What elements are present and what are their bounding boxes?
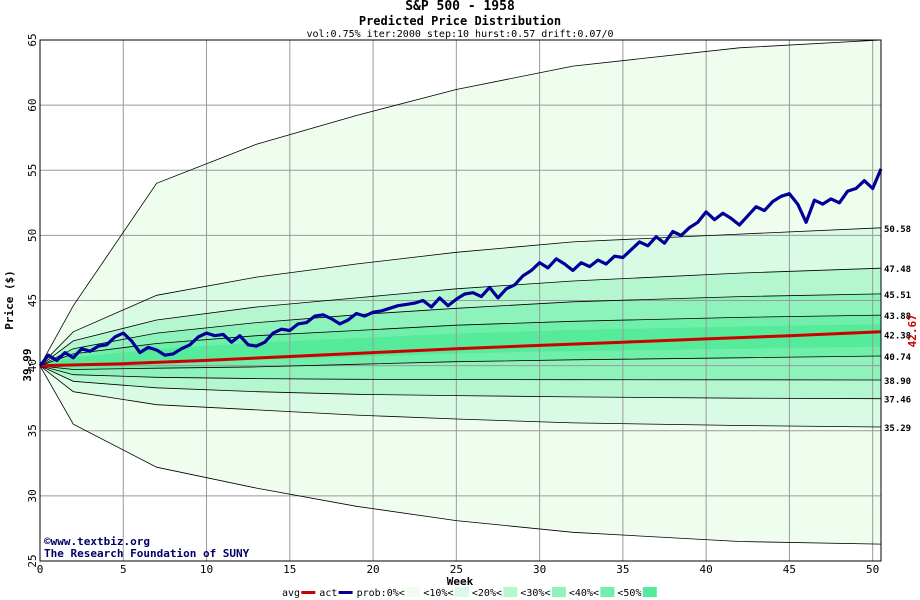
legend-swatch-box	[642, 587, 657, 597]
legend: avg act prob:0%< <10%< <20%< <30%< <40%< <50%	[282, 587, 657, 599]
y-tick-label: 45	[26, 294, 39, 307]
x-tick-label: 25	[450, 563, 463, 576]
x-tick-label: 0	[37, 563, 44, 576]
right-value-label: 42.38	[884, 332, 911, 342]
credit-line-1: ©www.textbiz.org	[44, 535, 150, 548]
legend-swatch-box	[454, 587, 469, 597]
band-boundary-line	[39, 39, 882, 366]
legend-swatch-avg	[301, 591, 316, 594]
band-boundary-line	[39, 227, 882, 367]
plot-border	[39, 39, 882, 562]
series-avg-line	[39, 330, 882, 368]
legend-label-7: <50%	[617, 588, 641, 599]
legend-label-5: <30%<	[520, 588, 550, 599]
start-price-label: 39.99	[21, 348, 34, 381]
x-tick-label: 45	[783, 563, 796, 576]
right-value-label: 35.29	[884, 424, 911, 434]
band-50pct	[40, 324, 881, 366]
y-tick-label: 60	[26, 98, 39, 111]
legend-label-2: prob:0%<	[357, 588, 405, 599]
credit-line-2: The Research Foundation of SUNY	[44, 547, 250, 560]
band-boundary-line	[39, 365, 882, 428]
right-value-label: 43.88	[884, 312, 911, 322]
y-tick-label: 55	[26, 164, 39, 177]
y-tick-label: 65	[26, 33, 39, 46]
x-tick-label: 40	[700, 563, 713, 576]
y-tick-label: 40	[26, 359, 39, 372]
right-value-label: 50.58	[884, 225, 911, 235]
legend-label-0: avg	[282, 588, 300, 599]
legend-swatch-box	[503, 587, 518, 597]
band-boundary-line	[39, 365, 882, 400]
x-tick-label: 20	[366, 563, 379, 576]
series-act-line	[38, 168, 883, 367]
right-value-label: 37.46	[884, 396, 911, 406]
right-value-label: 38.90	[884, 377, 911, 387]
legend-swatch-box	[600, 587, 615, 597]
y-tick-label: 25	[26, 554, 39, 567]
x-axis-label: Week	[447, 575, 474, 588]
legend-label-4: <20%<	[472, 588, 502, 599]
plot-area: 0 5 10 15 20 25 30 35 40 45 50 25 30 35 40 45 50 55 60 65 50…	[26, 33, 919, 576]
x-tick-label: 50	[866, 563, 879, 576]
band-boundary-line	[39, 355, 882, 370]
legend-label-3: <10%<	[423, 588, 453, 599]
legend-label-6: <40%<	[569, 588, 599, 599]
y-tick-label: 50	[26, 229, 39, 242]
x-tick-label: 30	[533, 563, 546, 576]
x-tick-label: 10	[200, 563, 213, 576]
band-boundary-line	[39, 365, 882, 381]
legend-swatch-act	[338, 591, 353, 594]
right-value-label: 47.48	[884, 265, 911, 275]
legend-swatch-box	[551, 587, 566, 597]
right-value-label: 40.74	[884, 353, 912, 363]
y-tick-label: 35	[26, 424, 39, 437]
chart-params: vol:0.75% iter:2000 step:10 hurst:0.57 d…	[306, 29, 613, 40]
x-tick-label: 15	[283, 563, 296, 576]
band-boundary-line	[39, 314, 882, 367]
x-tick-label: 35	[616, 563, 629, 576]
legend-label-1: act	[319, 588, 337, 599]
legend-swatch-box	[406, 587, 421, 597]
y-axis-label: Price ($)	[3, 270, 16, 330]
band-boundary-line	[39, 365, 882, 545]
right-value-label: 45.51	[884, 291, 911, 301]
act-end-label: 42.67	[906, 314, 919, 347]
chart-title: S&P 500 - 1958	[405, 0, 515, 14]
band-boundary-line	[39, 267, 882, 367]
chart-subtitle: Predicted Price Distribution	[359, 14, 561, 28]
y-tick-label: 30	[26, 489, 39, 502]
x-tick-label: 5	[120, 563, 127, 576]
